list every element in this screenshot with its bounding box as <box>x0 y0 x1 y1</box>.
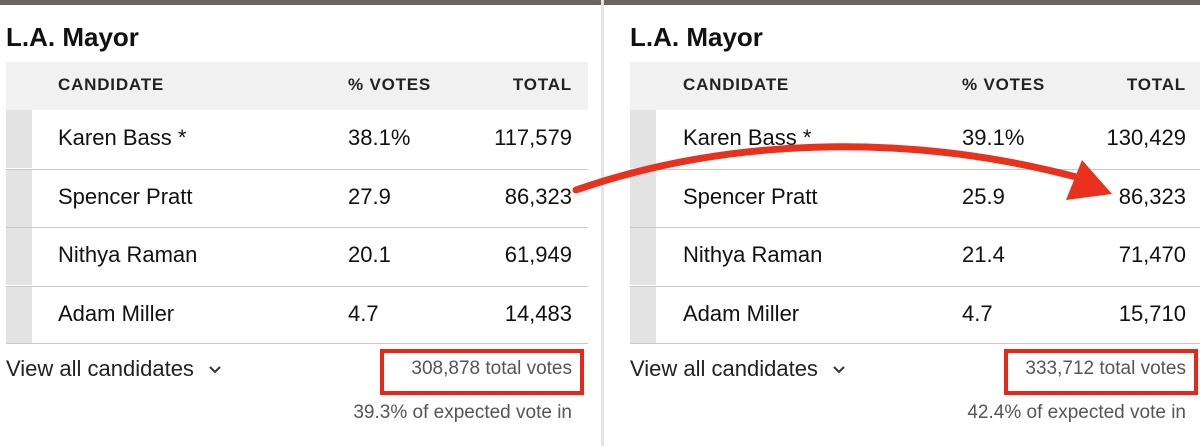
vote-percent: 38.1% <box>348 125 411 150</box>
vote-percent: 21.4 <box>962 242 1005 267</box>
vote-total: 15,710 <box>1118 300 1186 326</box>
total-votes-highlight <box>1004 349 1198 395</box>
chevron-line <box>209 366 221 374</box>
chevron <box>209 366 221 374</box>
row-stripe <box>6 110 32 168</box>
vote-total: 86,323 <box>1118 183 1186 209</box>
chevron <box>833 366 845 374</box>
row-stripe <box>630 227 656 285</box>
candidate-name: Nithya Raman <box>58 242 198 267</box>
row-stripe <box>6 168 32 227</box>
row-separator <box>6 285 588 287</box>
vote-percent: 39.1% <box>962 125 1025 150</box>
arrow-head <box>1066 160 1112 200</box>
row-stripe <box>630 168 656 227</box>
candidate-name: Karen Bass * <box>58 125 187 150</box>
expected-vote: 42.4% of expected vote in <box>967 402 1186 423</box>
total-votes: 308,878 total votes <box>411 358 572 379</box>
header-cell: TOTAL <box>512 75 572 94</box>
header-cell: % VOTES <box>348 75 432 94</box>
header-cell: CANDIDATE <box>58 75 165 94</box>
row-stripe <box>630 110 656 168</box>
vote-percent: 20.1 <box>348 242 391 267</box>
view-all-link[interactable]: View all candidates <box>6 356 222 382</box>
vote-total: 14,483 <box>504 300 572 326</box>
panel-title: L.A. Mayor <box>630 22 763 52</box>
header-cell: TOTAL <box>1126 75 1186 94</box>
row-separator <box>630 227 1200 228</box>
vote-percent: 4.7 <box>962 300 993 326</box>
vote-percent: 25.9 <box>962 183 1005 209</box>
candidate-name: Spencer Pratt <box>683 183 818 209</box>
panel-title: L.A. Mayor <box>6 22 139 52</box>
header-cell: CANDIDATE <box>683 75 790 94</box>
vote-total: 86,323 <box>504 183 572 209</box>
chevron-line <box>833 366 845 374</box>
header-row <box>6 62 588 110</box>
candidate-name: Adam Miller <box>58 300 175 326</box>
row-separator <box>630 285 1200 287</box>
table-bottom <box>630 343 1200 344</box>
header-row <box>630 62 1200 110</box>
top-strip <box>0 0 1200 5</box>
view-all-link[interactable]: View all candidates <box>630 356 846 382</box>
vote-total: 130,429 <box>1106 125 1186 150</box>
vote-percent: 4.7 <box>348 300 379 326</box>
row-stripe <box>6 285 32 344</box>
row-separator <box>6 168 588 170</box>
candidate-name: Nithya Raman <box>683 242 823 267</box>
vote-total: 117,579 <box>494 125 572 150</box>
candidate-name: Spencer Pratt <box>58 183 193 209</box>
divider <box>601 0 604 446</box>
header-cell: % VOTES <box>962 75 1046 94</box>
arrow <box>572 143 1084 194</box>
candidate-name: Adam Miller <box>683 300 800 326</box>
total-votes: 333,712 total votes <box>1025 358 1186 379</box>
expected-vote: 39.3% of expected vote in <box>353 402 572 423</box>
row-separator <box>630 168 1200 170</box>
total-votes-highlight <box>380 349 584 395</box>
vote-total: 71,470 <box>1118 242 1186 267</box>
row-separator <box>6 227 588 228</box>
vote-total: 61,949 <box>504 242 572 267</box>
table-bottom <box>6 343 588 344</box>
vote-percent: 27.9 <box>348 183 391 209</box>
row-stripe <box>630 285 656 344</box>
row-stripe <box>6 227 32 285</box>
